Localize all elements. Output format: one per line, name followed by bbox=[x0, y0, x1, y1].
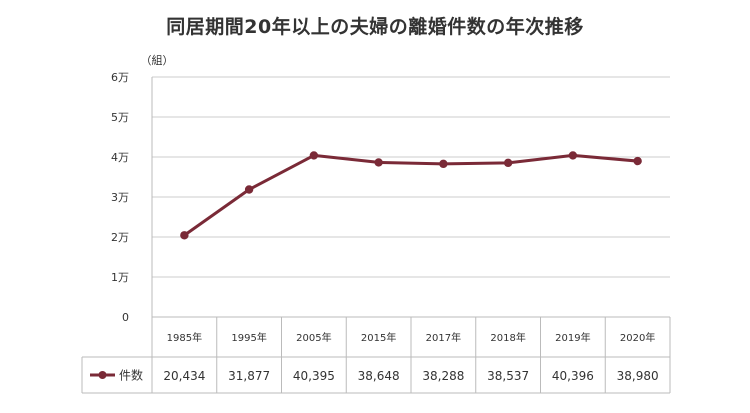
y-tick-label: 2万 bbox=[111, 231, 129, 244]
x-category-label: 2018年 bbox=[490, 331, 525, 344]
y-tick-label: 4万 bbox=[111, 151, 129, 164]
data-point bbox=[568, 151, 578, 160]
data-point bbox=[439, 159, 448, 169]
x-category-label: 2015年 bbox=[361, 331, 396, 344]
table-value-cell: 38,980 bbox=[617, 369, 659, 383]
y-tick-label: 1万 bbox=[111, 271, 129, 284]
x-category-label: 2020年 bbox=[620, 331, 655, 344]
legend-label: 件数 bbox=[119, 368, 143, 383]
y-unit-label: （組） bbox=[141, 54, 174, 67]
y-tick-label: 5万 bbox=[111, 111, 129, 124]
table-value-cell: 38,537 bbox=[487, 369, 529, 383]
x-category-label: 2017年 bbox=[426, 331, 461, 344]
x-category-label: 1995年 bbox=[231, 331, 266, 344]
x-category-label: 2019年 bbox=[555, 331, 590, 344]
table-value-cell: 20,434 bbox=[163, 369, 205, 383]
table-value-cell: 40,395 bbox=[293, 369, 335, 383]
y-tick-label: 0 bbox=[122, 311, 129, 324]
chart-title: 同居期間20年以上の夫婦の離婚件数の年次推移 bbox=[166, 16, 584, 38]
table-value-cell: 40,396 bbox=[552, 369, 594, 383]
table-value-cell: 38,648 bbox=[358, 369, 400, 383]
data-point bbox=[180, 231, 189, 240]
data-point bbox=[309, 151, 319, 160]
table-value-cell: 38,288 bbox=[422, 369, 464, 383]
y-axis: 0 1万 2万 3万 4万 5万 6万 （組） bbox=[111, 54, 174, 324]
data-point bbox=[374, 158, 383, 167]
y-tick-label: 3万 bbox=[111, 191, 129, 204]
data-point bbox=[633, 156, 642, 166]
series-layer bbox=[180, 151, 642, 240]
series-line bbox=[183, 153, 638, 237]
x-category-label: 2005年 bbox=[296, 331, 331, 344]
grid-lines bbox=[152, 76, 670, 278]
data-table: 1985年 1995年 2005年 2015年 2017年 2018年 2019年 2020年… bbox=[81, 77, 671, 394]
x-category-label: 1985年 bbox=[167, 331, 202, 344]
data-point bbox=[503, 158, 513, 168]
table-value-cell: 31,877 bbox=[228, 369, 270, 383]
data-point bbox=[244, 185, 254, 194]
y-tick-label: 6万 bbox=[111, 71, 129, 84]
legend-marker bbox=[98, 371, 107, 379]
